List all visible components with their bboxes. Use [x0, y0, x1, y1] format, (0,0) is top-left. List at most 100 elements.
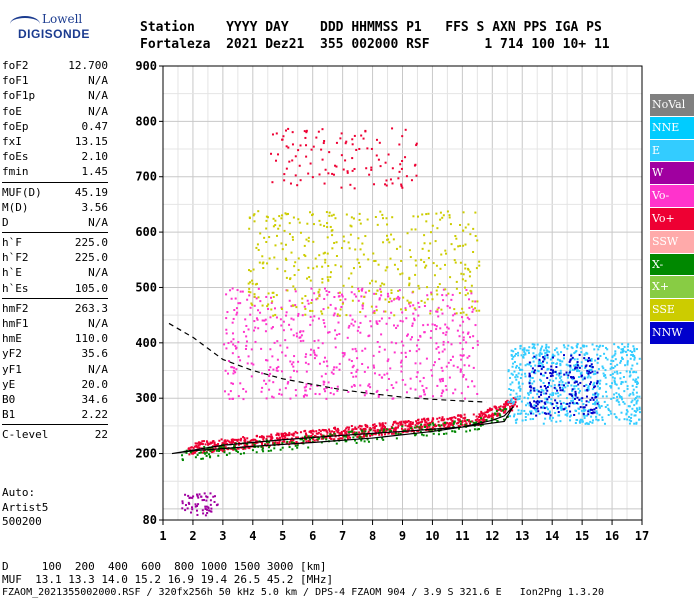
echo-point	[556, 389, 559, 392]
echo-point	[581, 344, 584, 347]
echo-point	[276, 437, 279, 440]
echo-point	[549, 375, 552, 378]
echo-point	[357, 426, 360, 429]
echo-point	[574, 395, 577, 398]
echo-point	[345, 213, 348, 216]
echo-point	[343, 435, 346, 438]
echo-point	[405, 421, 408, 424]
echo-point	[336, 313, 339, 316]
echo-point	[601, 416, 604, 419]
echo-point	[554, 392, 557, 395]
echo-point	[407, 420, 410, 423]
echo-point	[287, 127, 290, 130]
echo-point	[283, 173, 286, 176]
echo-point	[267, 449, 270, 452]
echo-point	[435, 212, 438, 215]
echo-point	[351, 138, 354, 141]
echo-point	[195, 504, 198, 507]
echo-point	[194, 451, 197, 454]
echo-point	[421, 425, 424, 428]
echo-point	[555, 373, 558, 376]
echo-point	[305, 144, 308, 147]
echo-point	[443, 348, 446, 351]
echo-point	[401, 159, 404, 162]
echo-point	[583, 385, 586, 388]
echo-point	[616, 395, 619, 398]
echo-point	[192, 452, 195, 455]
echo-point	[420, 423, 423, 426]
echo-point	[571, 378, 574, 381]
echo-point	[366, 218, 369, 221]
legend-item-noval: NoVal	[650, 94, 694, 117]
echo-point	[489, 409, 492, 412]
echo-point	[272, 314, 275, 317]
echo-point	[266, 305, 269, 308]
echo-point	[635, 391, 638, 394]
echo-point	[441, 377, 444, 380]
echo-point	[568, 405, 571, 408]
echo-point	[244, 444, 247, 447]
echo-point	[519, 395, 522, 398]
echo-point	[462, 354, 465, 357]
echo-point	[521, 382, 524, 385]
echo-point	[359, 331, 362, 334]
echo-point	[307, 440, 310, 443]
echo-point	[637, 376, 640, 379]
echo-point	[271, 300, 274, 303]
echo-point	[566, 412, 569, 415]
echo-point	[312, 223, 315, 226]
echo-point	[554, 370, 557, 373]
echo-point	[268, 236, 271, 239]
echo-point	[383, 428, 386, 431]
echo-point	[378, 431, 381, 434]
echo-point	[505, 402, 508, 405]
echo-point	[320, 310, 323, 313]
echo-point	[322, 319, 325, 322]
echo-point	[569, 414, 572, 417]
echo-point	[577, 412, 580, 415]
legend-item-nne: NNE	[650, 116, 694, 140]
echo-point	[279, 318, 282, 321]
echo-point	[570, 376, 573, 379]
echo-point	[284, 354, 287, 357]
echo-point	[341, 351, 344, 354]
echo-point	[458, 420, 461, 423]
echo-point	[400, 359, 403, 362]
echo-point	[272, 381, 275, 384]
echo-point	[396, 426, 399, 429]
echo-point	[305, 129, 308, 132]
echo-point	[435, 289, 438, 292]
echo-point	[306, 222, 309, 225]
echo-point	[375, 154, 378, 157]
echo-point	[398, 143, 401, 146]
echo-point	[239, 439, 242, 442]
echo-point	[426, 286, 429, 289]
echo-point	[422, 418, 425, 421]
echo-point	[549, 393, 552, 396]
echo-point	[194, 442, 197, 445]
x-tick-label: 3	[219, 529, 226, 543]
echo-point	[302, 330, 305, 333]
echo-point	[602, 367, 605, 370]
echo-point	[288, 299, 291, 302]
echo-point	[479, 424, 482, 427]
echo-point	[529, 404, 532, 407]
echo-point	[312, 438, 315, 441]
echo-point	[466, 316, 469, 319]
echo-point	[536, 400, 539, 403]
echo-point	[415, 144, 418, 147]
echo-point	[457, 424, 460, 427]
echo-point	[375, 305, 378, 308]
echo-point	[363, 370, 366, 373]
echo-point	[638, 408, 641, 411]
x-tick-label: 4	[249, 529, 256, 543]
echo-point	[261, 255, 264, 258]
echo-point	[360, 425, 363, 428]
echo-point	[557, 411, 560, 414]
echo-point	[631, 399, 634, 402]
echo-point	[400, 370, 403, 373]
echo-point	[460, 358, 463, 361]
echo-point	[340, 154, 343, 157]
echo-point	[589, 381, 592, 384]
echo-point	[284, 436, 287, 439]
